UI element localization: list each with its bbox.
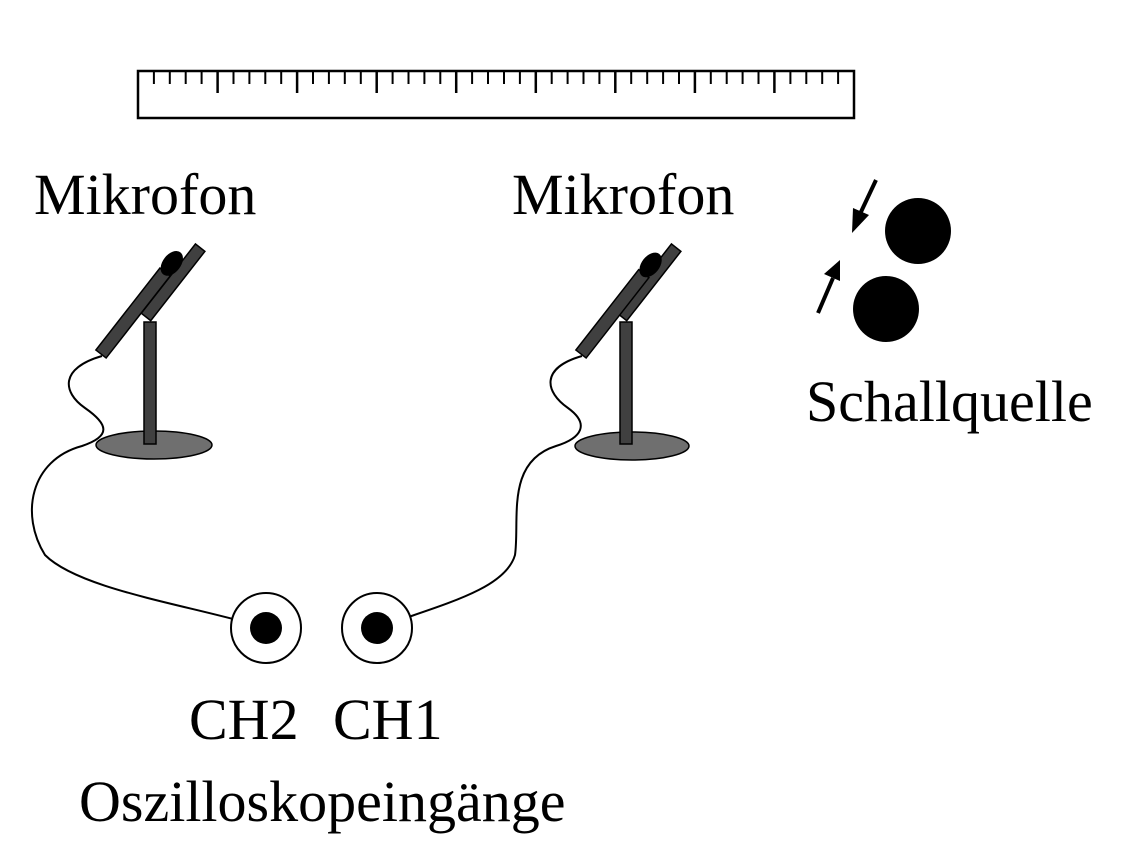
arrow-down-left-icon <box>852 179 878 233</box>
right-mic-body <box>574 268 650 360</box>
right-mic-head <box>639 252 662 278</box>
inputs-label: Oszilloskopeingänge <box>79 769 565 834</box>
cable-ch2 <box>31 355 267 629</box>
left-mic-head <box>160 251 183 276</box>
ruler-icon <box>136 69 856 120</box>
right-microphone-icon <box>574 242 690 461</box>
ch2-label: CH2 <box>189 687 299 752</box>
source-label: Schallquelle <box>806 369 1093 434</box>
ch2-input-jack-icon <box>230 592 302 664</box>
right-mic-pole <box>619 321 633 445</box>
ruler-body <box>136 69 856 120</box>
cable-ch1 <box>376 355 583 629</box>
ch1-jack-center <box>361 612 393 644</box>
left-mic-pole <box>143 321 157 445</box>
mic-right-label: Mikrofon <box>512 162 734 227</box>
ruler-ticks <box>152 71 840 93</box>
sound-ball-upper <box>885 198 951 264</box>
ch1-input-jack-icon <box>341 592 413 664</box>
mic-left-label: Mikrofon <box>34 162 256 227</box>
sound-ball-lower <box>853 276 919 342</box>
arrow-up-right-icon <box>816 260 840 314</box>
ch2-jack-center <box>250 612 282 644</box>
left-mic-body <box>94 266 172 360</box>
ch1-label: CH1 <box>333 687 443 752</box>
sound-source-icon <box>816 179 951 342</box>
left-microphone-icon <box>94 242 213 460</box>
